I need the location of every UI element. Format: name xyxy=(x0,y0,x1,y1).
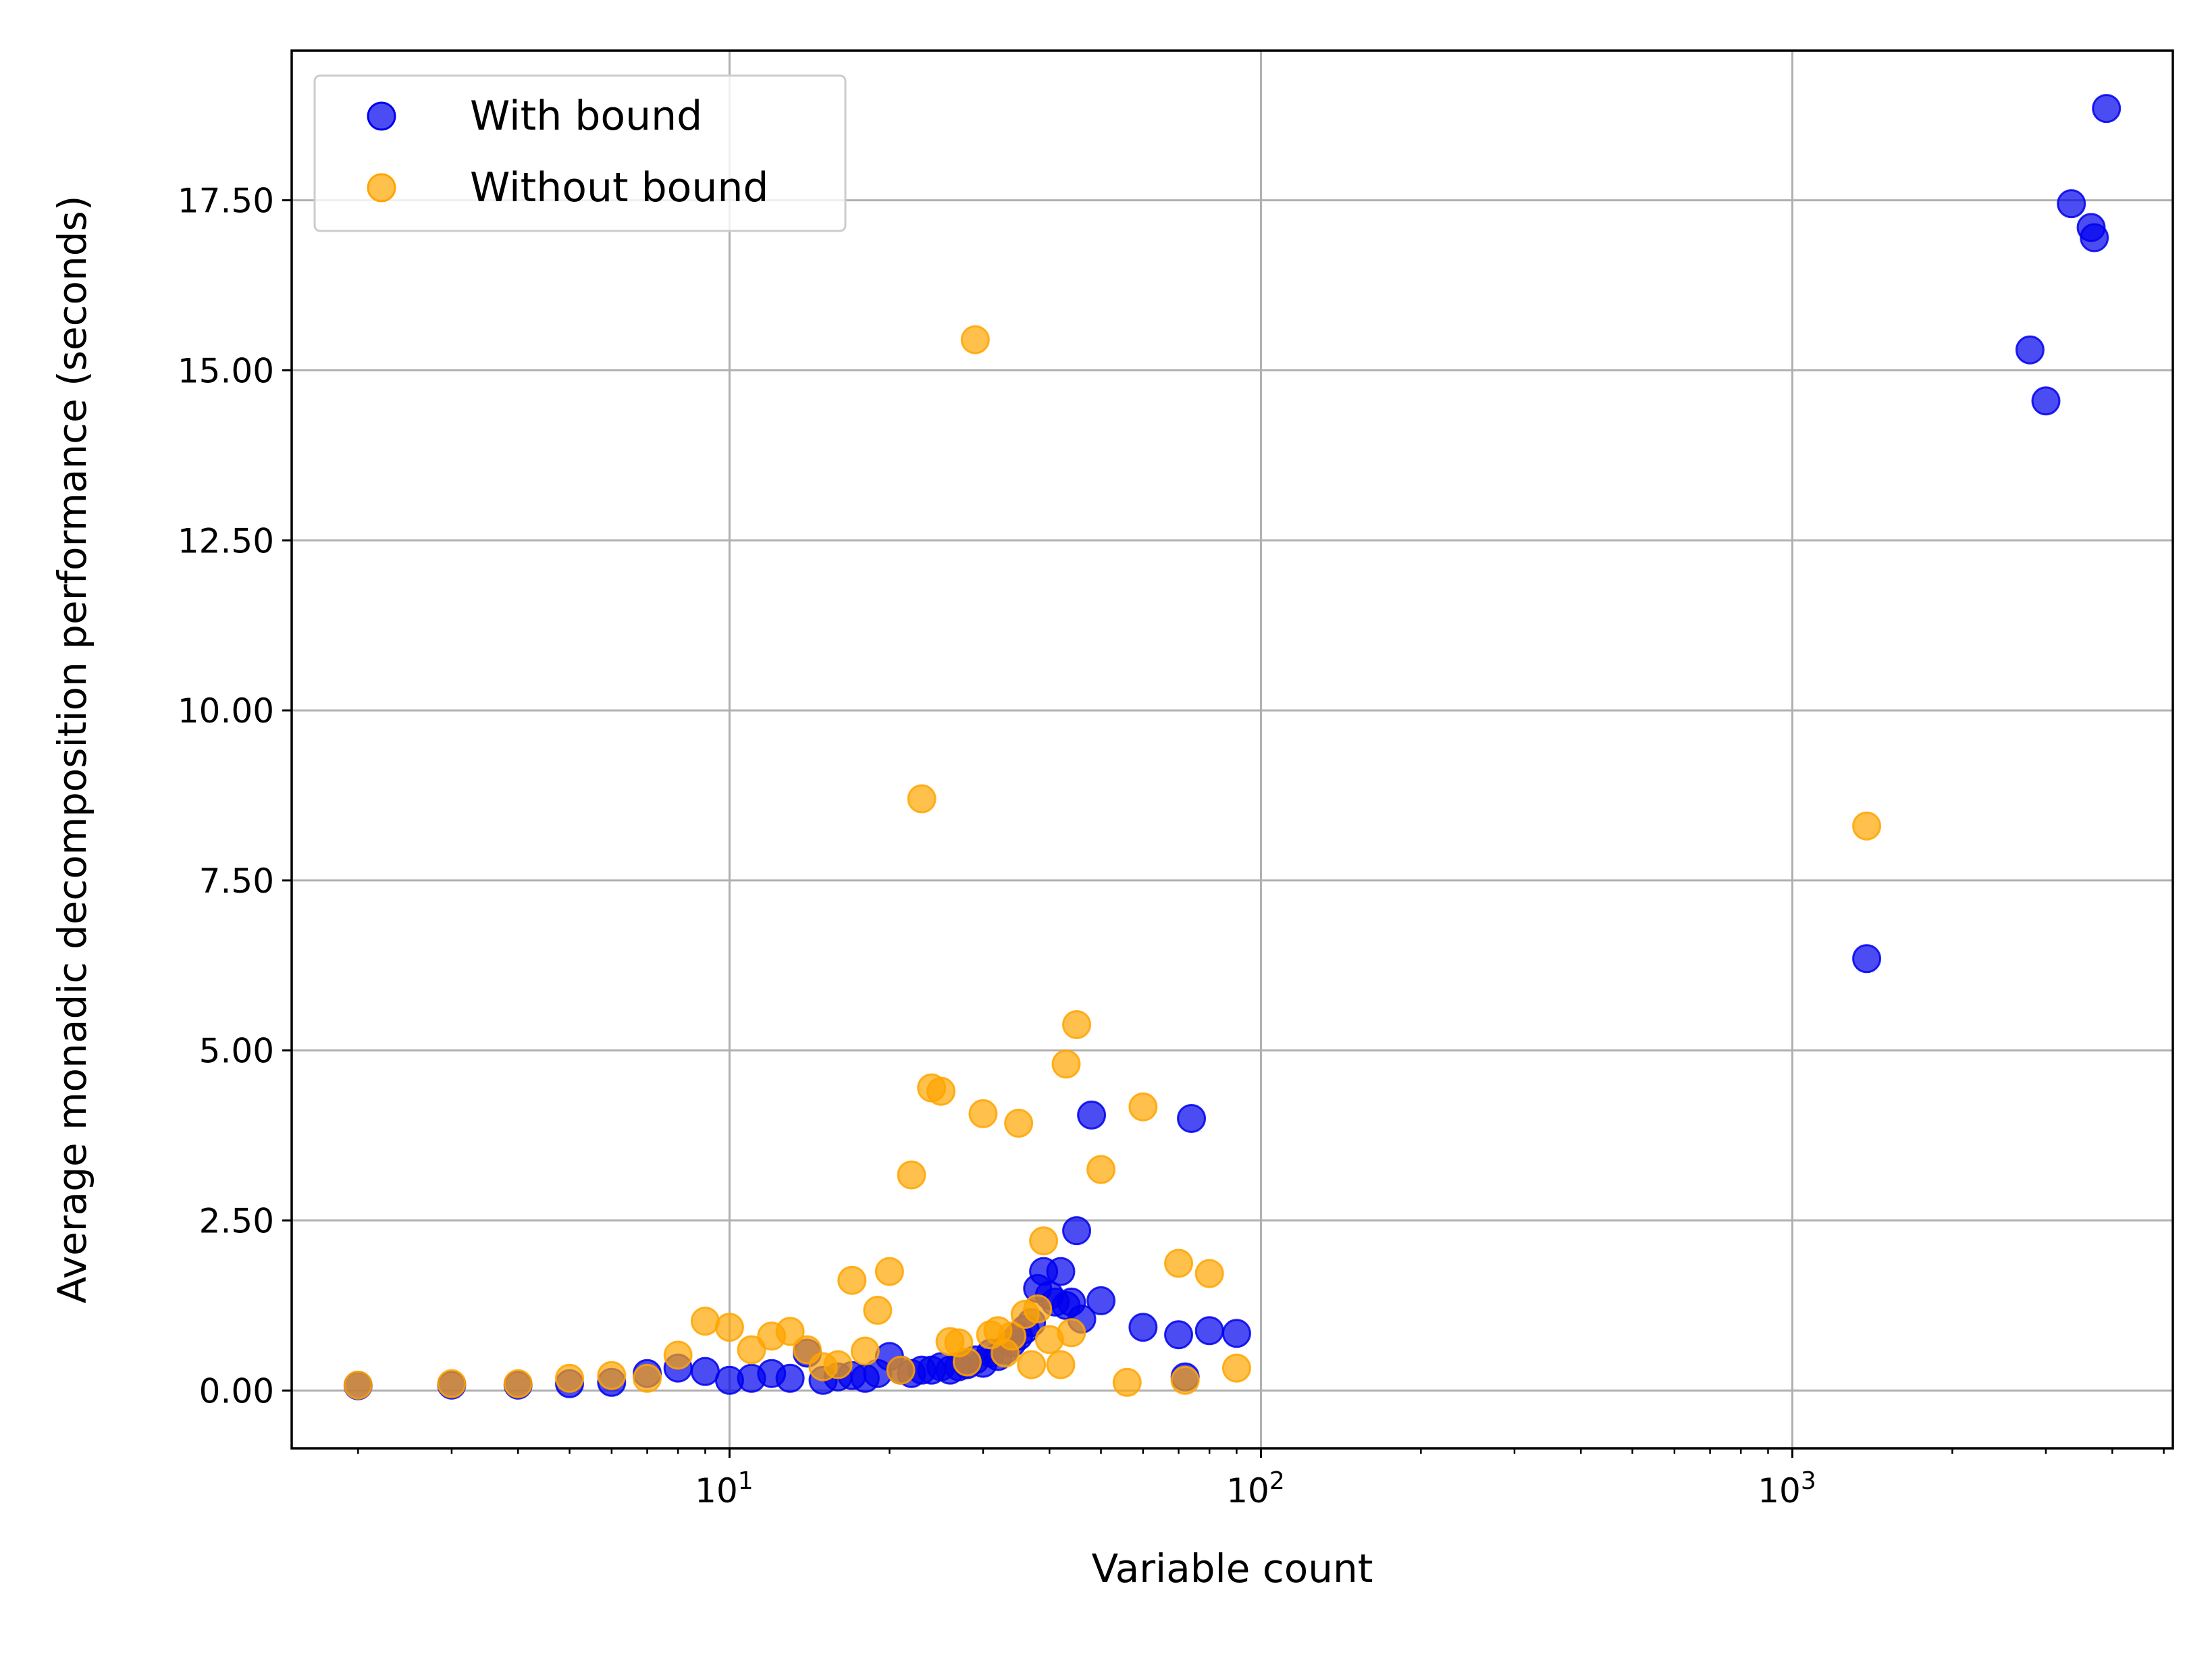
data-point xyxy=(907,784,937,814)
data-point xyxy=(850,1336,880,1366)
data-point xyxy=(1086,1155,1116,1184)
legend-box xyxy=(313,74,847,232)
x-axis-ticks: 101 102 103 xyxy=(695,1448,1816,1510)
data-point xyxy=(2057,189,2086,219)
data-point xyxy=(1170,1365,1200,1395)
data-point xyxy=(1004,1109,1034,1138)
x-tick-label: 102 xyxy=(1226,1467,1285,1510)
legend-marker-with-bound xyxy=(367,101,396,131)
data-point xyxy=(1194,1259,1224,1288)
data-point xyxy=(2080,223,2109,253)
data-point xyxy=(633,1363,662,1393)
data-point xyxy=(968,1099,998,1128)
data-point xyxy=(2092,94,2122,124)
plot-frame xyxy=(290,49,2174,1450)
series-without-bound xyxy=(343,325,1882,1400)
data-point xyxy=(926,1076,956,1106)
data-point xyxy=(1221,1353,1251,1383)
data-point xyxy=(503,1369,533,1398)
data-point xyxy=(737,1335,766,1365)
y-tick-label: 2.50 xyxy=(199,1202,274,1241)
data-point xyxy=(1128,1092,1158,1122)
data-point xyxy=(343,1370,373,1400)
y-tick-label: 15.00 xyxy=(178,351,274,390)
y-tick-label: 12.50 xyxy=(178,521,274,560)
legend: With bound Without bound xyxy=(313,74,847,232)
data-point xyxy=(863,1296,893,1325)
y-tick-label: 10.00 xyxy=(178,691,274,731)
y-tick-label: 7.50 xyxy=(199,862,274,901)
data-point xyxy=(690,1357,720,1386)
y-tick-label: 5.00 xyxy=(199,1032,274,1071)
data-point xyxy=(555,1363,585,1393)
minor-ticks xyxy=(357,1448,2165,1454)
data-point xyxy=(1112,1367,1142,1397)
x-tick-label: 103 xyxy=(1758,1467,1816,1510)
data-point xyxy=(1046,1350,1076,1379)
data-point xyxy=(997,1321,1027,1351)
data-point xyxy=(1051,1049,1081,1079)
y-tick-label: 0.00 xyxy=(199,1371,274,1411)
data-point xyxy=(886,1355,916,1385)
legend-marker-without-bound xyxy=(367,173,396,203)
x-tick-label: 101 xyxy=(695,1467,754,1510)
data-point xyxy=(663,1340,693,1370)
data-point xyxy=(714,1313,744,1342)
y-tick-label: 17.50 xyxy=(178,182,274,221)
data-point xyxy=(1086,1286,1116,1315)
data-point xyxy=(2015,335,2045,365)
data-point xyxy=(837,1265,867,1295)
data-point xyxy=(1057,1318,1086,1348)
data-point xyxy=(1077,1100,1107,1130)
data-point xyxy=(897,1160,926,1190)
data-point xyxy=(1164,1248,1194,1278)
data-point xyxy=(1128,1313,1158,1342)
data-point xyxy=(1062,1009,1092,1039)
data-point xyxy=(874,1257,904,1286)
data-point xyxy=(960,325,990,354)
data-point xyxy=(1221,1319,1251,1348)
legend-label-with-bound: With bound xyxy=(470,93,702,140)
data-point xyxy=(1062,1216,1092,1246)
data-point xyxy=(1164,1320,1194,1350)
data-point xyxy=(1852,811,1882,841)
y-axis-ticks: 0.00 2.50 5.00 7.50 10.00 12.50 15.00 17.50 xyxy=(178,182,292,1411)
legend-label-without-bound: Without bound xyxy=(470,164,769,211)
x-axis-title: Variable count xyxy=(1092,1546,1373,1591)
data-point xyxy=(952,1347,982,1377)
data-point xyxy=(1194,1316,1224,1346)
data-points xyxy=(343,94,2122,1400)
data-point xyxy=(1017,1350,1047,1379)
data-point xyxy=(1852,944,1882,974)
data-point xyxy=(775,1363,805,1393)
data-point xyxy=(437,1369,467,1398)
data-point xyxy=(690,1307,720,1336)
data-point xyxy=(1177,1103,1207,1133)
data-point xyxy=(1029,1226,1059,1256)
data-point xyxy=(823,1350,853,1379)
y-axis-title: Average monadic decomposition performanc… xyxy=(49,196,95,1304)
data-point xyxy=(597,1361,627,1390)
data-point xyxy=(1046,1257,1076,1286)
data-point xyxy=(775,1317,805,1346)
data-point xyxy=(1023,1294,1053,1324)
data-point xyxy=(2031,386,2061,416)
